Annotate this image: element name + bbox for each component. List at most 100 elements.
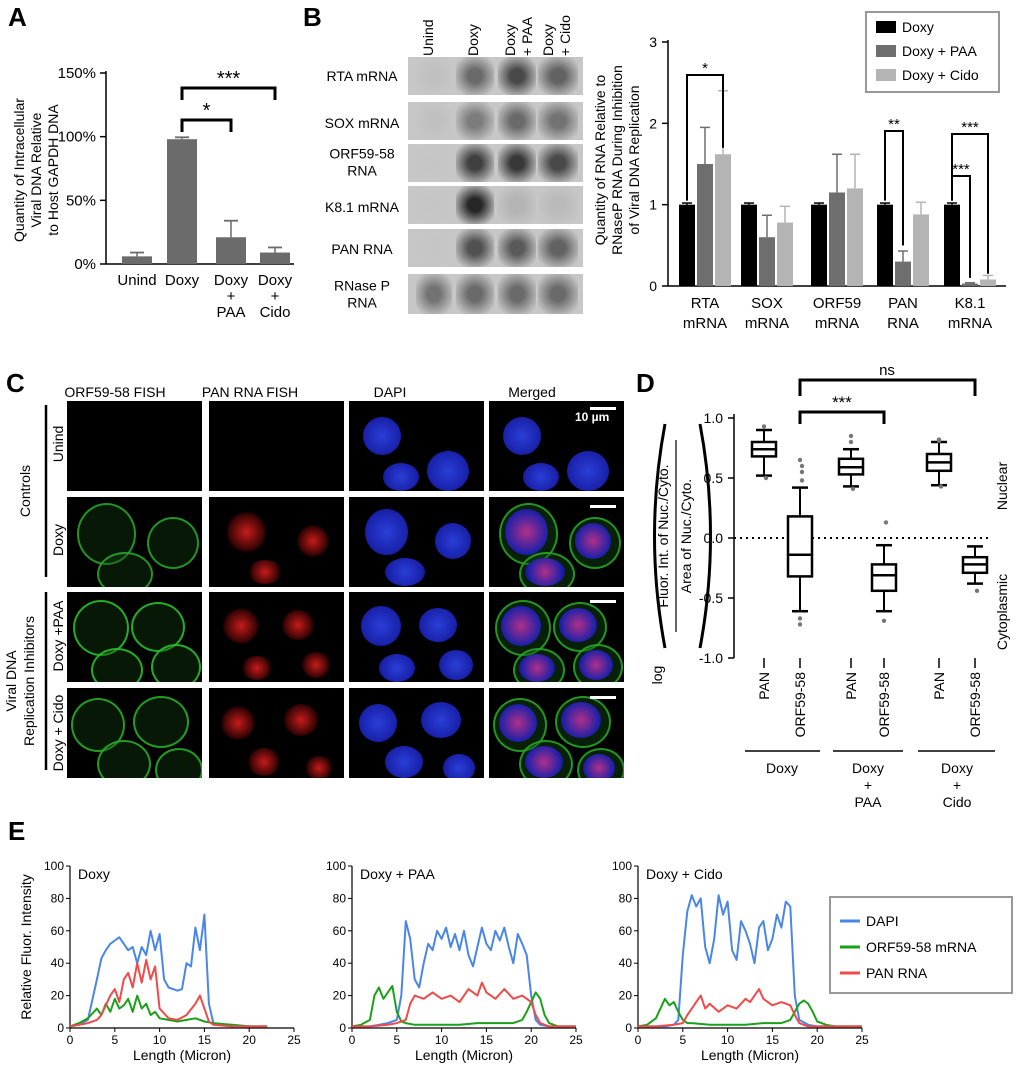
e-series-line	[69, 913, 268, 1028]
cell-nucleus	[439, 650, 473, 680]
e-y-tick-label: 0	[339, 1021, 346, 1035]
a-y-tick-label: 0%	[74, 256, 96, 273]
panel-label-E: E	[8, 816, 25, 846]
microscopy-tile	[349, 592, 484, 682]
e-y-tick-label: 60	[51, 924, 65, 938]
cell-outline	[97, 740, 151, 778]
d-right-paren	[698, 423, 712, 649]
cell-nucleus	[501, 606, 541, 646]
b-lane-label: + Cido	[557, 15, 573, 56]
cell-pan-signal	[227, 511, 266, 553]
d-group-label: Doxy	[941, 760, 973, 776]
b-x-tick-label: ORF59	[813, 295, 861, 312]
scale-bar	[590, 505, 616, 508]
e-y-axis-label: Relative Fluor. Intensity	[18, 874, 34, 1020]
c-row-label: Doxy + Cido	[50, 694, 66, 771]
cell-nucleus	[519, 654, 555, 682]
blot-band	[498, 57, 536, 95]
panel-label-C: C	[6, 368, 25, 398]
b-bar	[777, 222, 793, 286]
a-y-tick-label: 50%	[66, 192, 96, 209]
e-y-tick-label: 0	[57, 1021, 64, 1035]
d-outlier	[936, 438, 942, 443]
scale-bar	[590, 600, 616, 603]
blot-band	[456, 102, 494, 140]
b-x-tick-label: K8.1	[955, 295, 986, 312]
d-significance-label: ***	[832, 393, 852, 412]
e-plot-title: Doxy + PAA	[360, 866, 435, 882]
e-x-tick-label: 20	[811, 1033, 825, 1047]
b-row-label: PAN RNA	[331, 241, 393, 257]
b-x-tick-label: mRNA	[745, 315, 789, 332]
a-x-tick-label: Doxy	[258, 272, 293, 289]
c-column-label: ORF59-58 FISH	[64, 384, 165, 400]
b-x-tick-label: RNA	[887, 315, 919, 332]
e-series-line	[637, 997, 862, 1028]
d-x-tick-label: ORF59-58	[876, 672, 892, 738]
blot-band	[498, 274, 536, 314]
e-y-tick-label: 100	[44, 859, 64, 873]
cell-pan-signal	[301, 652, 331, 678]
microscopy-tile	[67, 497, 202, 587]
b-row-label: RNA	[347, 295, 377, 311]
d-significance-label: ns	[879, 362, 895, 379]
blot-band	[538, 229, 578, 267]
cell-nucleus	[385, 558, 425, 586]
e-y-tick-label: 40	[619, 956, 633, 970]
blot-band	[416, 102, 452, 140]
d-group-label: Doxy	[852, 760, 884, 776]
d-outlier	[763, 475, 769, 481]
a-y-axis-label: to Host GAPDH DNA	[45, 104, 61, 236]
e-x-tick-label: 10	[721, 1033, 735, 1047]
d-y-tick-label: 0.0	[704, 530, 724, 546]
e-x-tick-label: 25	[287, 1033, 301, 1047]
d-significance-bracket	[798, 378, 977, 396]
d-side-label: Cytoplasmic	[994, 574, 1010, 650]
c-group-label: Replication Inhibitors	[21, 616, 37, 746]
cell-nucleus	[379, 654, 415, 682]
d-outlier	[797, 622, 803, 627]
cell-pan-signal	[283, 704, 319, 736]
microscopy-tile	[489, 592, 624, 682]
d-outlier	[883, 520, 889, 525]
b-legend-label: Doxy + Cido	[902, 67, 979, 83]
b-row-label: RNA	[347, 163, 377, 179]
d-box	[870, 563, 898, 593]
e-legend-label: ORF59-58 mRNA	[866, 939, 977, 955]
cell-nucleus	[361, 606, 401, 646]
e-series-line	[351, 984, 576, 1028]
blot-band	[416, 57, 452, 95]
e-y-tick-label: 20	[51, 989, 65, 1003]
d-outlier	[761, 424, 767, 429]
e-x-tick-label: 5	[111, 1033, 118, 1047]
b-bar	[715, 154, 731, 286]
b-x-tick-label: PAN	[888, 295, 918, 312]
b-bar	[895, 261, 911, 286]
cell-outline	[71, 698, 125, 752]
e-x-tick-label: 25	[855, 1033, 869, 1047]
e-y-tick-label: 20	[619, 989, 633, 1003]
a-x-tick-label: Doxy	[165, 272, 200, 289]
a-y-tick-label: 100%	[58, 129, 96, 146]
d-y-tick-label: -0.5	[699, 590, 723, 606]
cell-outline	[133, 696, 189, 748]
d-outlier	[881, 618, 887, 623]
b-row-label: SOX mRNA	[325, 115, 400, 131]
cell-nucleus	[383, 463, 419, 491]
cell-pan-signal	[241, 656, 273, 680]
d-group-label: Doxy	[766, 760, 798, 776]
e-series-line	[638, 988, 862, 1028]
b-significance-label: ***	[952, 161, 970, 178]
blot-strip	[408, 274, 583, 314]
a-significance-bracket	[180, 86, 277, 100]
d-y-axis-label: Fluor. Int. of Nuc./Cyto.	[655, 464, 671, 607]
cell-nucleus	[575, 523, 611, 559]
b-bar	[980, 279, 996, 286]
e-x-tick-label: 0	[349, 1033, 356, 1047]
b-x-tick-label: RTA	[691, 295, 720, 312]
b-legend-swatch	[876, 69, 896, 81]
cell-outline	[91, 648, 143, 682]
microscopy-tile	[209, 592, 344, 682]
b-bar	[741, 204, 757, 286]
cell-pan-signal	[247, 748, 281, 776]
